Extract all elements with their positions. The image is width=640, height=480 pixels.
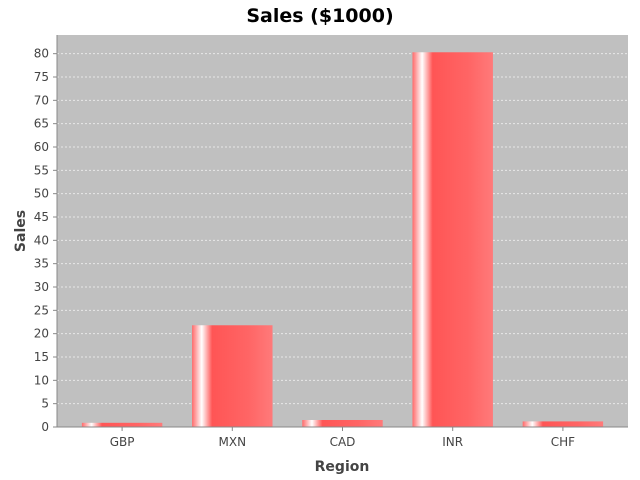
x-axis-ticks: GBP MXN CAD INR CHF [110, 427, 575, 449]
y-tick-label: 45 [34, 210, 49, 224]
y-tick-label: 50 [34, 187, 49, 201]
bar-gbp [81, 422, 163, 427]
x-tick-label: CHF [551, 435, 575, 449]
y-tick-label: 5 [41, 397, 49, 411]
chart-title: Sales ($1000) [246, 5, 393, 27]
gridlines [57, 53, 628, 405]
y-tick-label: 80 [34, 47, 49, 61]
y-tick-label: 25 [34, 303, 49, 317]
bar-inr [412, 52, 493, 428]
x-tick-label: MXN [219, 435, 247, 449]
x-axis-label: Region [315, 459, 370, 475]
y-axis-ticks: 0 5 10 15 20 25 30 35 40 45 50 55 60 65 70 75 80 [34, 47, 57, 434]
y-tick-label: 75 [34, 70, 49, 84]
y-tick-label: 15 [34, 350, 49, 364]
y-tick-label: 60 [34, 140, 49, 154]
x-tick-label: CAD [330, 435, 356, 449]
y-tick-label: 30 [34, 280, 49, 294]
x-tick-label: INR [442, 435, 463, 449]
bar-mxn [192, 325, 273, 427]
plot-area [57, 35, 628, 427]
y-tick-label: 35 [34, 257, 49, 271]
bar-chf [522, 421, 604, 427]
y-tick-label: 40 [34, 233, 49, 247]
y-axis-label: Sales [13, 210, 29, 252]
y-tick-label: 55 [34, 163, 49, 177]
y-tick-label: 20 [34, 327, 49, 341]
y-tick-label: 65 [34, 117, 49, 131]
bars [81, 52, 604, 428]
x-tick-label: GBP [110, 435, 135, 449]
bar-cad [302, 420, 383, 427]
y-tick-label: 70 [34, 93, 49, 107]
y-tick-label: 0 [41, 420, 49, 434]
y-tick-label: 10 [34, 373, 49, 387]
